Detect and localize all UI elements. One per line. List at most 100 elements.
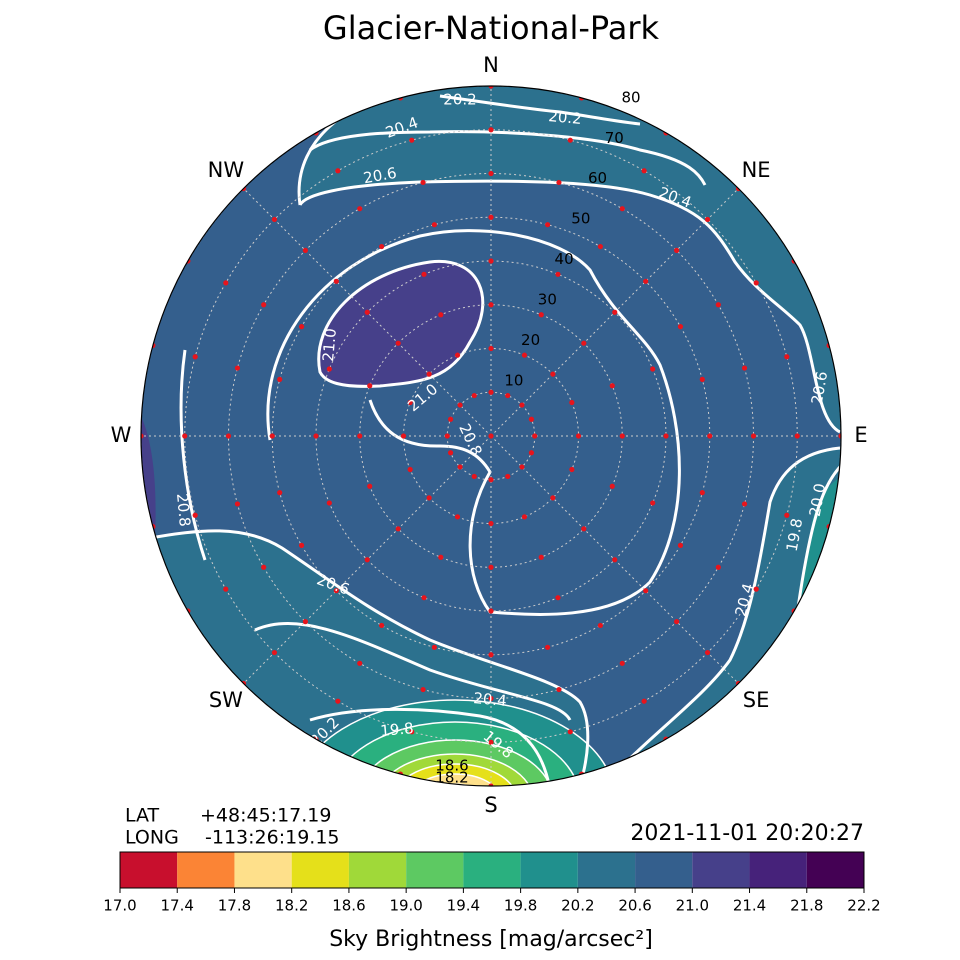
sample-point [674, 247, 680, 253]
direction-label: NE [742, 158, 771, 182]
colorbar-tick-label: 19.8 [504, 897, 537, 915]
sample-point [192, 512, 198, 518]
sample-point [269, 433, 275, 439]
sample-point [550, 495, 556, 501]
sample-point [364, 557, 370, 563]
sample-point [192, 354, 198, 360]
sample-point [650, 366, 656, 372]
colorbar-bin [406, 852, 464, 888]
sample-point [488, 170, 494, 177]
sample-point [488, 739, 494, 745]
sample-point [612, 557, 618, 563]
sample-point [567, 137, 573, 143]
contour-label: 20.2 [548, 107, 583, 128]
sample-point [650, 500, 656, 506]
sample-point [420, 686, 426, 693]
sample-point [704, 649, 711, 656]
sample-point [488, 127, 494, 133]
sample-point [643, 278, 649, 284]
contour-line [298, 179, 841, 434]
chart-title: Glacier-National-Park [323, 9, 660, 47]
colorbar-tick-label: 19.0 [389, 897, 422, 915]
sample-point [488, 564, 494, 570]
sample-point [357, 433, 363, 439]
sample-point [663, 433, 669, 439]
colorbar-tick-label: 17.0 [103, 897, 136, 915]
r-tick-label: 30 [538, 290, 557, 308]
colorbar-bin [177, 852, 235, 888]
colorbar-tick-label: 21.0 [676, 897, 709, 915]
contour-fill [318, 261, 483, 387]
sample-point [581, 526, 587, 532]
sample-point [641, 698, 647, 704]
sample-point [704, 216, 711, 223]
sample-point [421, 595, 427, 601]
sample-point [597, 622, 603, 629]
contour-line [254, 622, 572, 721]
contour-label: 19.8 [783, 517, 807, 553]
contour-line [588, 446, 841, 786]
colorbar-bin [806, 852, 864, 888]
colorbar-bin [692, 852, 750, 888]
sample-point [426, 371, 432, 377]
sample-point [326, 500, 332, 506]
sample-point [488, 695, 494, 702]
sample-point [784, 512, 790, 518]
sample-point [302, 619, 308, 625]
contour-line [141, 529, 590, 786]
colorbar-tick-label: 21.8 [790, 897, 823, 915]
colorbar-tick-label: 18.6 [332, 897, 365, 915]
colorbar-tick-label: 17.4 [161, 897, 194, 915]
sample-point [677, 542, 684, 548]
contour-label: 18.6 [435, 757, 468, 775]
sample-point [379, 622, 385, 629]
sample-point [699, 490, 705, 496]
colorbar-tick-label: 20.2 [561, 897, 594, 915]
sample-point [519, 464, 525, 470]
sample-point [488, 302, 494, 308]
sample-point [612, 309, 618, 315]
sample-point [556, 179, 562, 186]
sample-point [609, 483, 615, 489]
sample-point [575, 433, 582, 439]
sample-point [409, 729, 415, 735]
sample-point [550, 371, 556, 377]
sample-point [367, 483, 373, 489]
sample-point [556, 686, 562, 693]
direction-label: N [483, 53, 499, 77]
colorbar-tick-label: 22.2 [847, 897, 880, 915]
colorbar-bin [348, 852, 407, 888]
sample-point [271, 216, 278, 223]
contour-label: 20.0 [806, 482, 830, 518]
contour-line [309, 130, 707, 186]
sample-point [707, 433, 713, 439]
r-tick-label: 40 [555, 250, 574, 268]
sample-point [457, 464, 463, 470]
contour-line [309, 707, 552, 786]
sample-point [488, 783, 494, 786]
sample-point [313, 433, 319, 439]
sample-point [431, 644, 437, 650]
sample-point [581, 340, 587, 346]
colorbar-tick-label: 19.4 [447, 897, 480, 915]
sample-point [335, 698, 341, 704]
sample-point [379, 243, 385, 250]
sample-point [521, 352, 528, 358]
sample-point [555, 595, 561, 601]
sample-point [438, 554, 444, 560]
datetime: 2021-11-01 20:20:27 [630, 821, 864, 846]
sample-point [223, 586, 229, 592]
contour-label: 21.0 [319, 328, 340, 363]
sample-point [555, 271, 561, 277]
sample-point [750, 433, 757, 439]
sample-point [335, 168, 341, 174]
colorbar-bin [749, 852, 807, 888]
sample-point [619, 660, 625, 666]
sample-point [505, 473, 511, 480]
sample-point [794, 433, 800, 439]
sample-point [528, 416, 535, 422]
sample-point [488, 477, 494, 483]
direction-label: SW [209, 688, 243, 712]
sample-point [447, 416, 454, 422]
